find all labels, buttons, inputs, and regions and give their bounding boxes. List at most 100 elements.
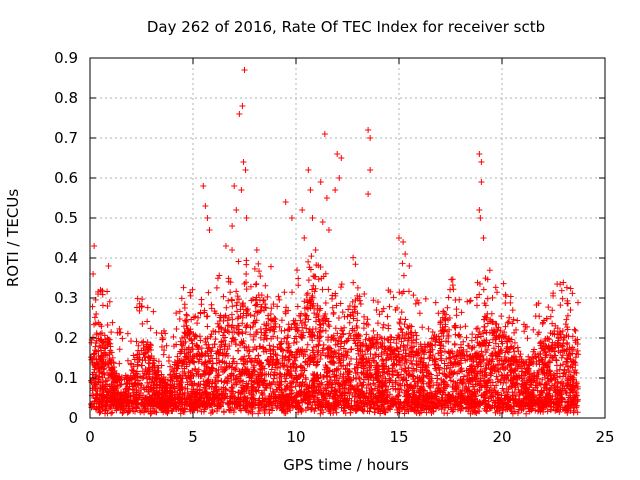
data-point xyxy=(354,381,361,388)
data-point xyxy=(204,377,211,384)
data-point xyxy=(419,366,426,373)
data-point xyxy=(205,353,212,360)
data-point xyxy=(171,373,178,380)
data-point xyxy=(402,352,409,359)
data-point xyxy=(564,355,571,362)
data-point xyxy=(454,361,461,368)
data-point xyxy=(253,294,260,301)
data-point xyxy=(247,372,254,379)
data-point xyxy=(277,371,284,378)
data-point xyxy=(152,408,159,415)
data-point xyxy=(297,405,304,412)
data-point xyxy=(397,316,404,323)
data-point xyxy=(222,326,229,333)
data-point xyxy=(102,385,109,392)
data-point xyxy=(282,410,289,417)
data-point xyxy=(258,366,265,373)
data-point xyxy=(343,354,350,361)
data-point xyxy=(119,394,126,401)
data-point xyxy=(414,378,421,385)
data-point xyxy=(566,345,573,352)
data-point xyxy=(256,382,263,389)
data-point xyxy=(387,404,394,411)
data-point xyxy=(430,382,437,389)
data-point xyxy=(209,409,216,416)
data-point xyxy=(191,359,198,366)
data-point xyxy=(309,337,316,344)
data-point xyxy=(424,390,431,397)
data-point xyxy=(141,409,148,416)
data-point xyxy=(272,351,279,358)
data-point xyxy=(293,339,300,346)
data-point xyxy=(255,379,262,386)
data-point xyxy=(201,352,208,359)
data-point xyxy=(478,384,485,391)
data-point xyxy=(301,311,308,318)
data-point xyxy=(529,390,536,397)
data-point xyxy=(453,382,460,389)
data-point xyxy=(96,409,103,416)
data-point xyxy=(263,335,270,342)
data-point xyxy=(568,398,575,405)
data-point xyxy=(257,334,264,341)
data-point xyxy=(279,353,286,360)
data-point xyxy=(135,356,142,363)
data-point xyxy=(239,330,246,337)
data-point xyxy=(367,373,374,380)
data-point xyxy=(466,387,473,394)
data-point xyxy=(349,298,356,305)
data-point xyxy=(272,381,279,388)
data-point xyxy=(312,325,319,332)
data-point xyxy=(449,406,456,413)
data-point xyxy=(185,369,192,376)
data-point xyxy=(184,325,191,332)
data-point xyxy=(419,347,426,354)
data-point xyxy=(506,405,513,412)
data-point xyxy=(163,382,170,389)
data-point xyxy=(574,347,581,354)
data-point xyxy=(488,318,495,325)
data-point xyxy=(387,377,394,384)
data-point xyxy=(367,405,374,412)
data-point xyxy=(186,406,193,413)
data-point xyxy=(347,379,354,386)
data-point xyxy=(226,407,233,414)
data-point xyxy=(370,399,377,406)
data-point xyxy=(446,315,453,322)
data-point xyxy=(502,349,509,356)
data-point xyxy=(292,326,299,333)
data-point xyxy=(421,396,428,403)
data-point xyxy=(201,367,208,374)
data-point xyxy=(197,381,204,388)
data-point xyxy=(149,405,156,412)
data-point xyxy=(114,390,121,397)
data-point xyxy=(146,346,153,353)
data-point xyxy=(324,353,331,360)
data-point xyxy=(361,403,368,410)
data-point xyxy=(484,346,491,353)
data-point xyxy=(485,378,492,385)
data-point xyxy=(282,353,289,360)
data-point xyxy=(204,348,211,355)
data-point xyxy=(471,386,478,393)
data-point xyxy=(567,394,574,401)
data-point xyxy=(363,370,370,377)
data-point xyxy=(570,376,577,383)
data-point xyxy=(250,336,257,343)
data-point xyxy=(508,383,515,390)
data-point xyxy=(550,354,557,361)
data-point xyxy=(485,398,492,405)
data-point xyxy=(213,367,220,374)
data-point xyxy=(189,388,196,395)
data-point xyxy=(372,393,379,400)
data-point xyxy=(260,336,267,343)
data-point xyxy=(497,396,504,403)
data-point xyxy=(211,393,218,400)
data-point xyxy=(123,390,130,397)
data-point xyxy=(403,359,410,366)
data-point xyxy=(302,319,309,326)
data-point xyxy=(135,342,142,349)
data-point xyxy=(370,377,377,384)
data-point xyxy=(220,332,227,339)
data-point xyxy=(480,340,487,347)
